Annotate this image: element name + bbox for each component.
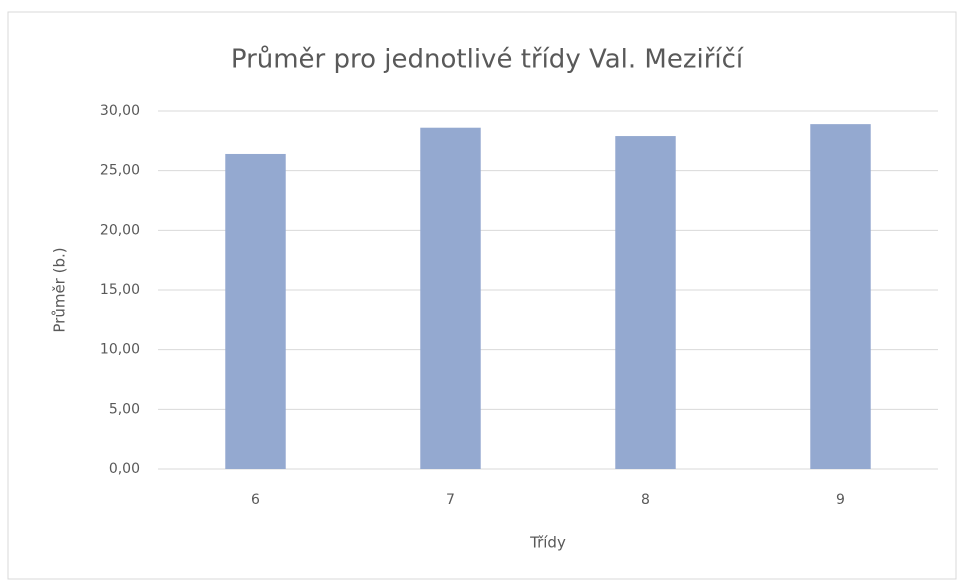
y-tick-label: 20,00 xyxy=(100,222,140,238)
bar xyxy=(225,153,286,469)
x-axis-title: Třídy xyxy=(529,534,566,552)
y-tick-label: 25,00 xyxy=(100,163,140,179)
x-tick-label: 8 xyxy=(641,492,650,508)
chart-title: Průměr pro jednotlivé třídy Val. Meziříč… xyxy=(231,45,744,75)
y-tick-label: 5,00 xyxy=(109,401,140,417)
bar xyxy=(615,136,676,469)
bar xyxy=(810,124,871,470)
x-tick-label: 7 xyxy=(446,492,455,508)
x-tick-label: 9 xyxy=(836,492,845,508)
x-tick-label: 6 xyxy=(251,492,260,508)
y-tick-label: 0,00 xyxy=(109,461,140,477)
bar xyxy=(420,127,481,469)
y-tick-label: 30,00 xyxy=(100,103,140,119)
y-axis-title: Průměr (b.) xyxy=(51,247,69,332)
y-tick-label: 10,00 xyxy=(100,342,140,358)
chart-frame xyxy=(7,11,957,580)
y-tick-label: 15,00 xyxy=(100,282,140,298)
